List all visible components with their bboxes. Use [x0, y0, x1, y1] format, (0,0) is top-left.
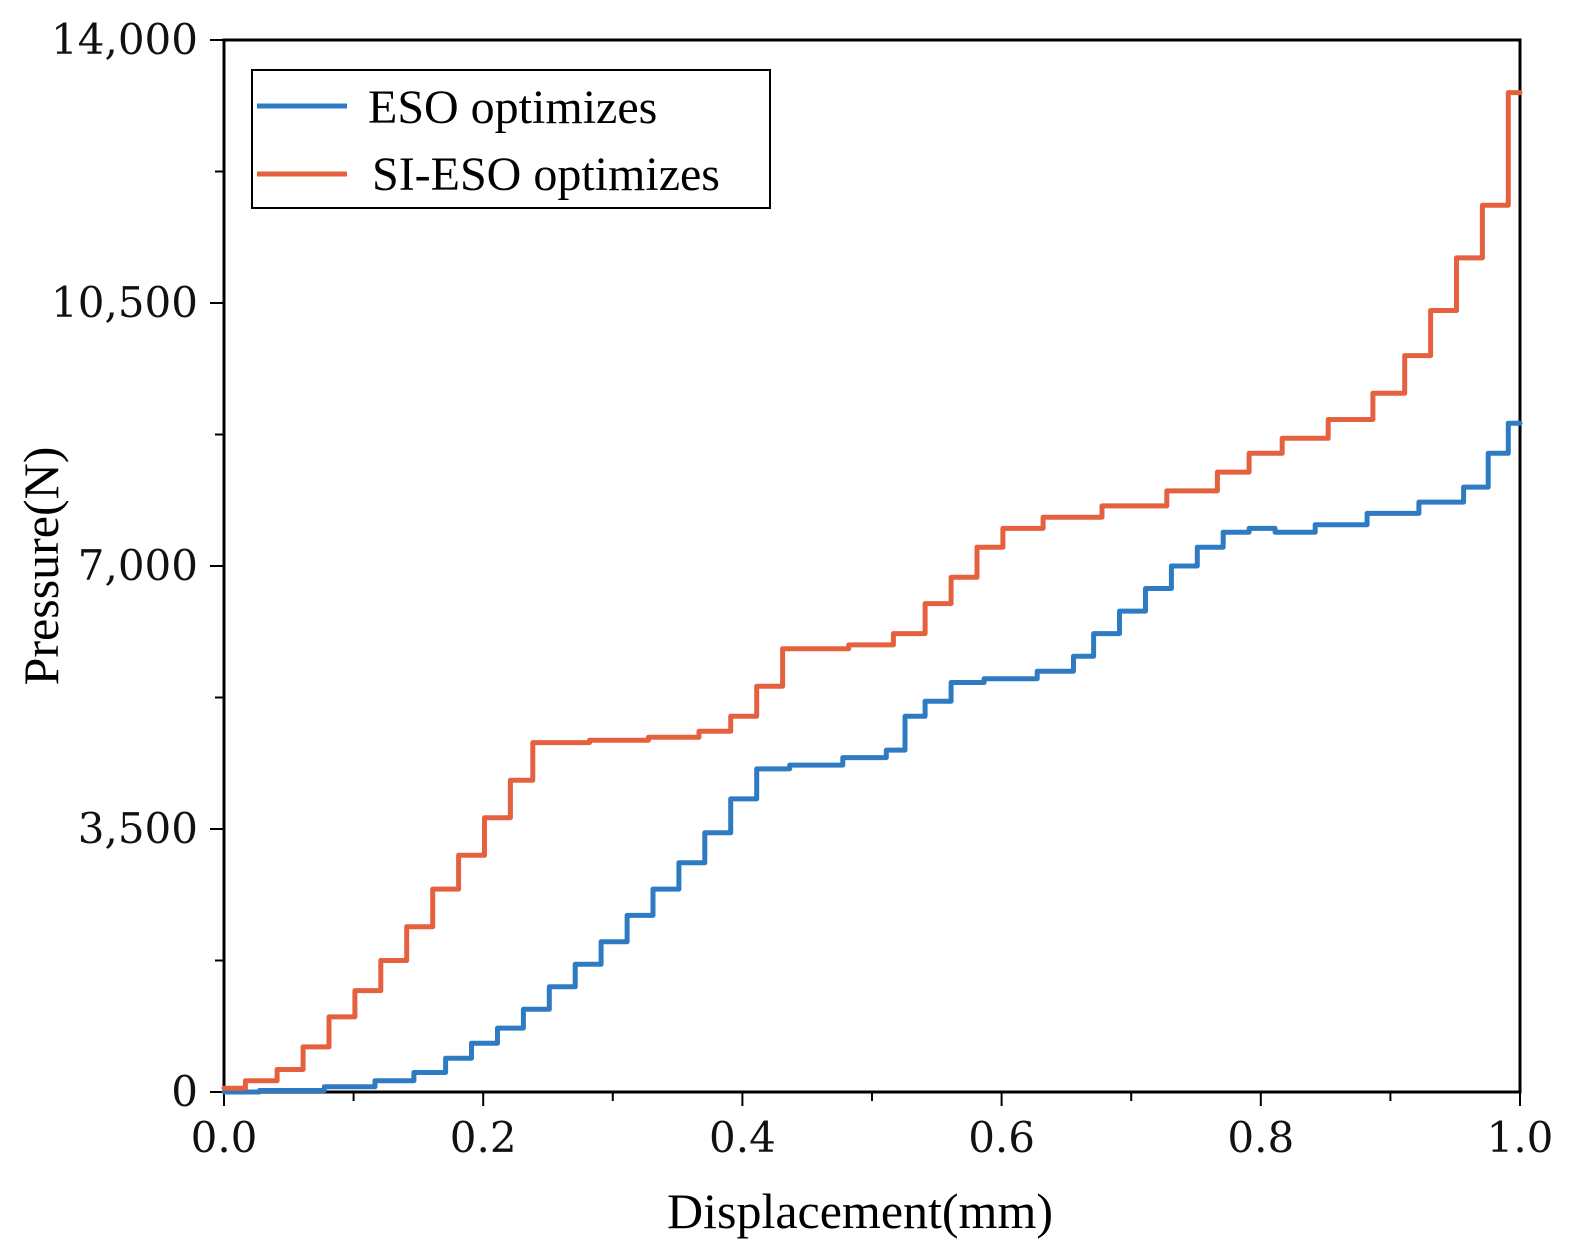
y-tick-label: 7,000: [78, 541, 198, 590]
x-tick-label: 1.0: [1487, 1113, 1554, 1162]
legend: ESO optimizes SI-ESO optimizes: [251, 69, 771, 209]
y-tick-label: 3,500: [78, 804, 198, 853]
legend-label-eso: ESO optimizes: [368, 81, 657, 134]
y-tick-label: 0: [171, 1067, 198, 1116]
y-axis-title: Pressure(N): [13, 447, 69, 686]
x-tick-label: 0.6: [968, 1113, 1035, 1162]
x-axis-ticks: 0.0 0.2 0.4 0.6 0.8 1.0: [191, 1092, 1554, 1162]
series-line-eso: [221, 420, 1523, 1095]
y-axis-ticks: 0 3,500 7,000 10,500 14,000: [51, 15, 224, 1116]
legend-box: [251, 69, 771, 209]
x-axis-title: Displacement(mm): [667, 1183, 1053, 1239]
x-tick-label: 0.0: [191, 1113, 258, 1162]
x-tick-label: 0.4: [709, 1113, 776, 1162]
series-layer: [221, 90, 1523, 1095]
legend-label-si-eso: SI-ESO optimizes: [372, 148, 720, 201]
series-line-si-eso: [221, 90, 1523, 1091]
y-tick-label: 10,500: [51, 278, 198, 327]
y-tick-label: 14,000: [51, 15, 198, 64]
x-tick-label: 0.2: [450, 1113, 517, 1162]
x-tick-label: 0.8: [1227, 1113, 1294, 1162]
